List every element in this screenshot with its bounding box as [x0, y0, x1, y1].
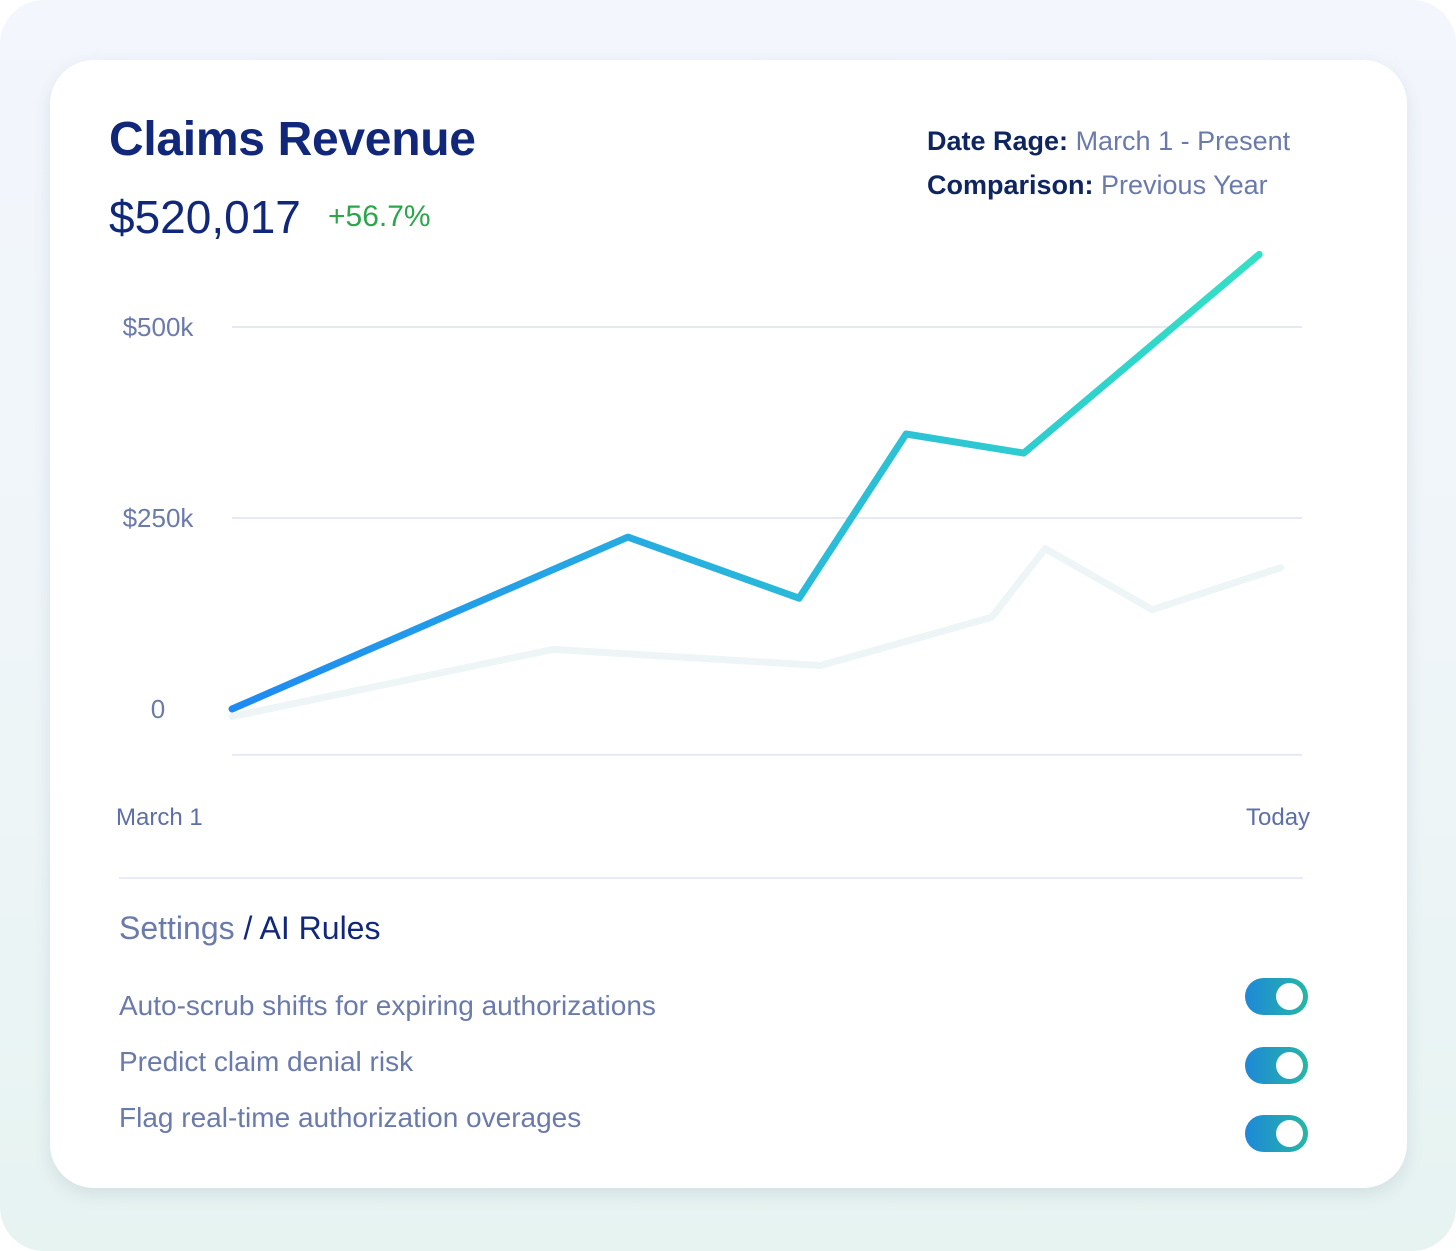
- toggle-denial-risk[interactable]: [1245, 1047, 1308, 1084]
- breadcrumb: Settings / AI Rules: [119, 910, 380, 947]
- date-range-value[interactable]: March 1 - Present: [1075, 126, 1291, 156]
- toggle-auto-scrub[interactable]: [1245, 978, 1308, 1015]
- breadcrumb-ai-rules: AI Rules: [259, 910, 381, 946]
- toggle-knob: [1276, 1052, 1303, 1079]
- toggle-knob: [1276, 983, 1303, 1010]
- series-line-comparison: [228, 545, 1285, 721]
- revenue-total: $520,017: [109, 191, 301, 243]
- rule-label-auto-scrub: Auto-scrub shifts for expiring authoriza…: [119, 990, 656, 1021]
- date-range: Date Rage: March 1 - Present: [927, 126, 1290, 157]
- breadcrumb-separator: /: [234, 910, 260, 946]
- y-tick-label: $250k: [123, 503, 195, 533]
- comparison-label: Comparison:: [927, 170, 1094, 200]
- comparison: Comparison: Previous Year: [927, 170, 1268, 201]
- x-label-end: Today: [1246, 804, 1311, 831]
- x-label-start: March 1: [116, 804, 203, 831]
- rule-label-overages: Flag real-time authorization overages: [119, 1102, 582, 1133]
- toggle-overages[interactable]: [1245, 1115, 1308, 1152]
- breadcrumb-settings[interactable]: Settings: [119, 910, 235, 946]
- date-range-label: Date Rage:: [927, 126, 1069, 156]
- comparison-value[interactable]: Previous Year: [1101, 170, 1268, 200]
- y-tick-label: $500k: [123, 312, 195, 342]
- y-tick-label: 0: [151, 694, 165, 724]
- series-line-current: [228, 250, 1263, 713]
- card-title: Claims Revenue: [109, 113, 476, 166]
- rule-label-denial-risk: Predict claim denial risk: [119, 1046, 414, 1077]
- revenue-card: [50, 60, 1407, 1188]
- toggle-knob: [1276, 1120, 1303, 1147]
- revenue-change: +56.7%: [328, 200, 431, 233]
- section-divider: [119, 877, 1303, 879]
